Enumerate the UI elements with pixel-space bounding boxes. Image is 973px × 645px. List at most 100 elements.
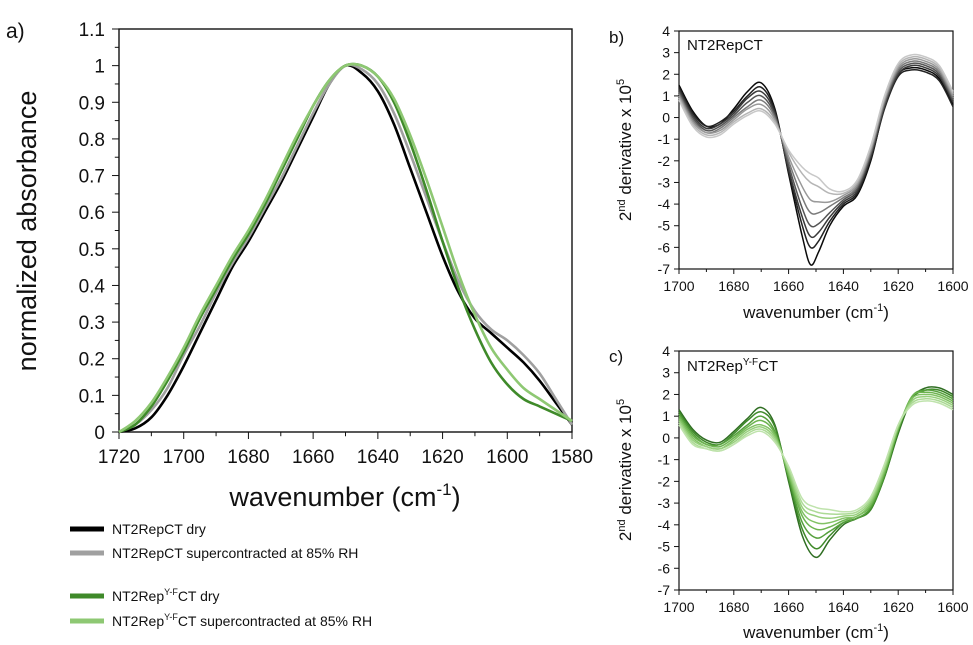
panel-c-x-tick-label: 1680 bbox=[718, 599, 749, 615]
panel-b-xlabel-sup: -1 bbox=[873, 302, 883, 314]
panel-a-y-tick-label: 0.7 bbox=[79, 167, 105, 188]
panel-a-y-tick-label: 0.6 bbox=[79, 203, 105, 224]
panel-c-y-tick-label: -1 bbox=[658, 452, 671, 468]
panel-a-y-tick-label: 1 bbox=[94, 57, 105, 78]
legend-label-3: NT2RepY-FCT dry bbox=[112, 587, 220, 604]
panel-c-xlabel-sup: -1 bbox=[873, 622, 883, 634]
panel-c-series-label-main: NT2Rep bbox=[687, 358, 743, 375]
panel-b-series-line-6 bbox=[678, 57, 954, 204]
legend-label-4: NT2RepY-FCT supercontracted at 85% RH bbox=[112, 612, 372, 629]
panel-b-ticks: 1700 1680 1660 1640 1620 1600 -7 -6 -5 -4 -3 -2 -1 0 1… bbox=[658, 23, 969, 294]
legend-label-post: CT dry bbox=[178, 588, 220, 604]
panel-c-series-label-post: CT bbox=[758, 358, 778, 375]
panel-a-y-tick-label: 0.8 bbox=[79, 130, 105, 151]
panel-a-series-line-2 bbox=[118, 63, 574, 434]
panel-c-y-tick-label: 4 bbox=[662, 343, 670, 359]
legend-label-sup: Y-F bbox=[164, 587, 178, 597]
panel-a-curves bbox=[118, 62, 574, 434]
panel-c-ylabel-pre: 2 bbox=[616, 532, 635, 541]
panel-c-ylabel-mid: derivative x 10 bbox=[616, 405, 635, 519]
panel-b-y-tick-label: 4 bbox=[662, 23, 670, 39]
panel-c-curves bbox=[678, 386, 954, 559]
panel-b-ylabel-sup2: 5 bbox=[615, 79, 627, 85]
legend-label-main: NT2Rep bbox=[112, 588, 164, 604]
panel-c-series-line-7 bbox=[678, 397, 954, 515]
panel-a-x-axis-label: wavenumber (cm-1) bbox=[228, 480, 460, 512]
panel-a-x-tick-label: 1680 bbox=[227, 447, 269, 468]
panel-a-x-tick-label: 1620 bbox=[421, 447, 463, 468]
panel-a-xlabel-sup: -1 bbox=[436, 480, 451, 499]
panel-b-series-line-2 bbox=[678, 68, 954, 249]
panel-b-y-tick-label: 2 bbox=[662, 66, 670, 82]
panel-c-x-tick-label: 1620 bbox=[883, 599, 914, 615]
panel-c-y-tick-label: 2 bbox=[662, 386, 670, 402]
panel-b-y-tick-label: 1 bbox=[662, 88, 670, 104]
panel-a-xlabel-close: ) bbox=[452, 482, 461, 512]
panel-c-series-line-4 bbox=[678, 391, 954, 531]
panel-b-curves bbox=[678, 53, 954, 266]
legend-label-main: NT2RepCT supercontracted at 85% RH bbox=[112, 545, 358, 561]
panel-a-x-tick-label: 1720 bbox=[98, 447, 140, 468]
panel-a-x-tick-label: 1600 bbox=[486, 447, 528, 468]
panel-b-y-tick-label: -7 bbox=[658, 261, 671, 277]
panel-c-y-tick-label: -5 bbox=[658, 539, 671, 555]
panel-c-y-tick-label: -3 bbox=[658, 495, 671, 511]
panel-a-plot-frame bbox=[118, 28, 573, 433]
panel-c-x-tick-label: 1640 bbox=[828, 599, 859, 615]
panel-a: a) 1720 1700 1680 1660 1640 1620 1600 1580 0 0.1 0… bbox=[6, 20, 593, 629]
panel-b: b) 1700 1680 1660 1640 1620 1600 -7 -6 -5 -4 -3 -2 -… bbox=[609, 23, 969, 322]
panel-a-x-tick-label: 1700 bbox=[163, 447, 205, 468]
legend-label-1: NT2RepCT dry bbox=[112, 521, 206, 537]
panel-b-x-tick-label: 1680 bbox=[718, 278, 749, 294]
panel-a-ticks: 1720 1700 1680 1660 1640 1620 1600 1580 0 0.1 0.2 0… bbox=[79, 20, 594, 468]
panel-b-ylabel-sup1: nd bbox=[616, 199, 628, 211]
panel-b-letter: b) bbox=[609, 28, 624, 47]
panel-a-series-line-4 bbox=[118, 62, 573, 434]
panel-b-y-tick-label: -3 bbox=[658, 174, 671, 190]
panel-c-series-line-1 bbox=[678, 386, 954, 559]
panel-a-y-tick-label: 0.5 bbox=[79, 240, 105, 261]
panel-b-ylabel-mid: derivative x 10 bbox=[616, 85, 635, 199]
panel-c-x-tick-label: 1700 bbox=[663, 599, 694, 615]
panel-c-y-tick-label: -7 bbox=[658, 582, 671, 598]
panel-b-y-tick-label: 0 bbox=[662, 110, 670, 126]
panel-c-series-line-6 bbox=[678, 395, 954, 520]
panel-c-ylabel-sup2: 5 bbox=[615, 399, 627, 405]
panel-c-x-tick-label: 1660 bbox=[773, 599, 804, 615]
panel-c-ticks: 1700 1680 1660 1640 1620 1600 -7 -6 -5 -4 -3 -2 -1 0 1… bbox=[658, 343, 969, 615]
panel-c-ylabel-sup1: nd bbox=[616, 519, 628, 531]
panel-b-x-tick-label: 1600 bbox=[937, 278, 968, 294]
panel-a-y-tick-label: 0 bbox=[94, 423, 105, 444]
panel-c-xlabel-close: ) bbox=[883, 623, 889, 642]
panel-b-y-tick-label: -5 bbox=[658, 218, 671, 234]
panel-c-y-tick-label: -4 bbox=[658, 517, 671, 533]
panel-b-x-tick-label: 1660 bbox=[773, 278, 804, 294]
panel-c-series-line-8 bbox=[678, 400, 954, 513]
panel-b-series-label-main: NT2RepCT bbox=[687, 37, 763, 54]
panel-a-series-line-3 bbox=[118, 62, 573, 434]
panel-b-series-line-5 bbox=[678, 60, 954, 215]
panel-a-series-line-1 bbox=[118, 63, 574, 434]
panel-b-series-line-7 bbox=[678, 55, 954, 196]
panel-b-y-tick-label: 3 bbox=[662, 45, 670, 61]
panel-b-plot-frame bbox=[678, 30, 954, 270]
panel-b-ylabel-pre: 2 bbox=[616, 212, 635, 221]
panel-c-y-tick-label: 3 bbox=[662, 365, 670, 381]
panel-b-xlabel-main: wavenumber (cm bbox=[742, 303, 873, 322]
panel-b-series-line-3 bbox=[678, 64, 954, 239]
panel-c-x-axis-label: wavenumber (cm-1) bbox=[742, 622, 889, 642]
panel-b-x-tick-label: 1620 bbox=[883, 278, 914, 294]
panel-b-xlabel-close: ) bbox=[883, 303, 889, 322]
panel-b-y-tick-label: -1 bbox=[658, 131, 671, 147]
panel-c-y-tick-label: 0 bbox=[662, 430, 670, 446]
panel-a-y-tick-label: 0.1 bbox=[79, 386, 105, 407]
panel-a-y-axis-label: normalized absorbance bbox=[12, 91, 42, 372]
panel-a-x-tick-label: 1660 bbox=[292, 447, 334, 468]
panel-a-y-tick-label: 0.4 bbox=[79, 276, 106, 297]
panel-c-series-line-2 bbox=[678, 388, 954, 550]
panel-c-series-label-sup: Y-F bbox=[743, 357, 758, 368]
panel-a-y-tick-label: 1.1 bbox=[79, 20, 105, 41]
panel-c-plot-frame bbox=[678, 350, 954, 591]
